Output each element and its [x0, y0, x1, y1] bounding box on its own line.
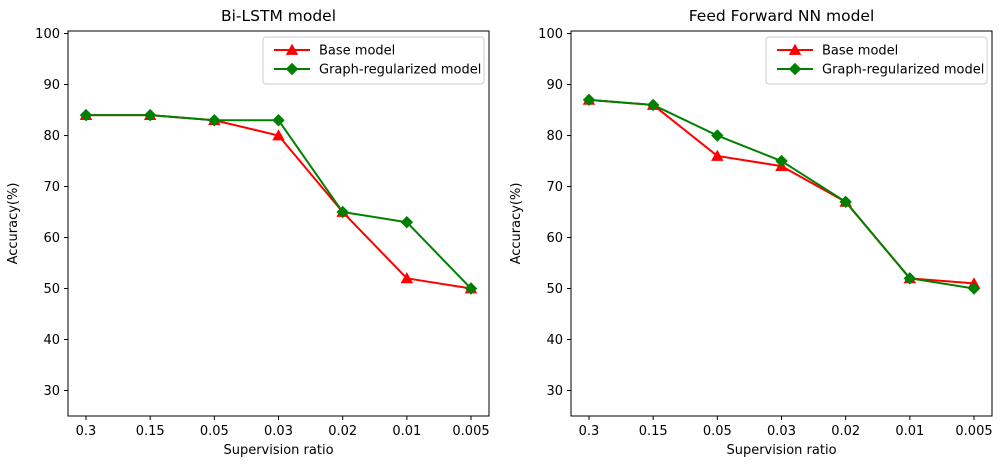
- y-tick-label: 30: [546, 384, 563, 399]
- legend-box: [262, 36, 485, 85]
- y-tick-label: 60: [43, 231, 60, 246]
- series-marker-diamond: [711, 129, 724, 142]
- series-marker-diamond: [400, 216, 414, 229]
- series-marker-triangle: [400, 272, 414, 284]
- x-tick-label: 0.005: [955, 424, 992, 439]
- series-marker-triangle: [711, 149, 724, 161]
- y-tick-label: 80: [546, 129, 563, 144]
- legend-sample-marker-triangle: [285, 43, 299, 55]
- legend-sample-marker-diamond: [285, 62, 299, 76]
- y-tick-label: 40: [546, 333, 563, 348]
- x-tick-label: 0.02: [831, 424, 860, 439]
- subplot-bilstm: Bi-LSTM model 30 40 50 60 70 80 90 100 0.3 0.15 0.0…: [6, 7, 490, 458]
- y-tick-label: 90: [43, 78, 60, 93]
- y-tick-label: 40: [43, 333, 60, 348]
- x-tick-label: 0.3: [76, 424, 97, 439]
- y-axis-label: Accuracy(%): [6, 183, 21, 265]
- series-marker-diamond: [646, 98, 660, 112]
- chart-title: Bi-LSTM model: [221, 7, 336, 25]
- series-line-diamond: [588, 98, 975, 290]
- y-tick-label: 50: [43, 282, 60, 297]
- series-line-diamond: [86, 114, 472, 290]
- x-tick-label: 0.02: [328, 424, 357, 439]
- series-marker-diamond: [208, 114, 221, 127]
- axes-spines: [570, 30, 993, 417]
- series-marker-diamond: [582, 93, 596, 107]
- y-tick-label: 60: [546, 231, 563, 246]
- series-marker-diamond: [775, 154, 788, 168]
- x-tick-label: 0.15: [639, 424, 668, 439]
- y-tick-label: 100: [35, 27, 60, 42]
- y-axis-label: Accuracy(%): [509, 183, 524, 265]
- x-tick-label: 0.15: [136, 424, 165, 439]
- x-tick-label: 0.3: [579, 424, 600, 439]
- subplot-feed-forward-nn: Feed Forward NN model 30 40 50 60 70 80 90 100 0.…: [509, 7, 993, 458]
- chart-title: Feed Forward NN model: [689, 7, 875, 25]
- y-tick-label: 90: [546, 78, 563, 93]
- x-axis-label: Supervision ratio: [223, 443, 333, 458]
- legend-box: [765, 36, 988, 85]
- legend-sample-marker-triangle: [788, 43, 802, 55]
- legend-sample-marker-diamond: [788, 62, 802, 76]
- x-tick-label: 0.01: [895, 424, 924, 439]
- x-tick-label: 0.05: [200, 424, 229, 439]
- series-marker-triangle: [272, 129, 285, 141]
- series-marker-diamond: [839, 195, 852, 209]
- x-tick-label: 0.03: [767, 424, 796, 439]
- y-tick-label: 50: [546, 282, 563, 297]
- y-tick-label: 80: [43, 129, 60, 144]
- legend-label: Graph-regularized model: [319, 63, 481, 78]
- y-tick-label: 70: [546, 180, 563, 195]
- axes-spines: [67, 30, 490, 417]
- y-tick-label: 30: [43, 384, 60, 399]
- series-marker-diamond: [143, 108, 157, 122]
- series-line-triangle: [588, 98, 975, 285]
- y-tick-label: 100: [538, 27, 563, 42]
- x-tick-label: 0.01: [392, 424, 421, 439]
- x-tick-label: 0.005: [452, 424, 489, 439]
- legend-label: Graph-regularized model: [822, 63, 984, 78]
- series-marker-diamond: [79, 108, 93, 122]
- series-marker-diamond: [903, 272, 917, 285]
- legend-label: Base model: [822, 44, 898, 59]
- x-tick-label: 0.05: [703, 424, 732, 439]
- x-axis-label: Supervision ratio: [726, 443, 836, 458]
- series-marker-diamond: [272, 114, 285, 127]
- legend-label: Base model: [319, 44, 395, 59]
- y-tick-label: 70: [43, 180, 60, 195]
- series-line-triangle: [86, 114, 472, 290]
- series-marker-diamond: [336, 205, 349, 219]
- x-tick-label: 0.03: [264, 424, 293, 439]
- series-marker-diamond: [464, 282, 478, 295]
- series-marker-diamond: [967, 282, 981, 295]
